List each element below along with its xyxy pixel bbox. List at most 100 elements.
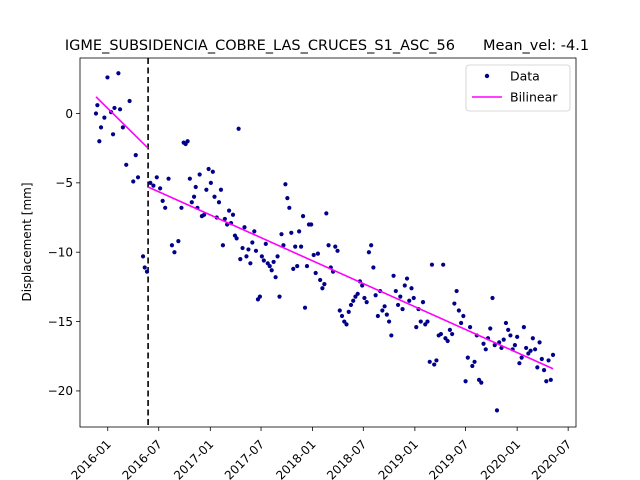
data-point xyxy=(244,254,249,259)
x-tick-label: 2018-07 xyxy=(324,437,369,480)
legend: Data Bilinear xyxy=(465,64,571,112)
data-point xyxy=(454,288,459,294)
x-tick-label: 2017-07 xyxy=(222,437,267,480)
data-point xyxy=(539,356,544,362)
data-point xyxy=(409,286,414,291)
data-point xyxy=(309,222,314,227)
legend-data-marker xyxy=(484,73,490,79)
data-point xyxy=(142,265,147,270)
data-point xyxy=(528,348,533,353)
data-point xyxy=(124,162,129,167)
data-point xyxy=(283,182,288,187)
data-point xyxy=(259,254,264,259)
data-point xyxy=(127,98,132,104)
data-point xyxy=(117,107,123,112)
x-tick-label: 2019-07 xyxy=(426,437,471,480)
data-point xyxy=(519,355,524,360)
data-point xyxy=(242,225,247,230)
data-point xyxy=(546,358,551,363)
data-point xyxy=(452,301,457,306)
data-point xyxy=(160,198,165,203)
data-point xyxy=(206,166,211,172)
data-point xyxy=(176,239,181,244)
data-point xyxy=(548,377,553,382)
data-point xyxy=(429,262,435,267)
y-tick-label: −10 xyxy=(48,246,73,260)
data-point xyxy=(402,283,407,288)
x-axis: 2016-01 2016-07 2017-01 2017-07 2018-01 2018-… xyxy=(69,427,574,480)
chart-subtitle: Mean_vel: -4.1 xyxy=(483,38,589,54)
data-point xyxy=(291,266,296,271)
data-point xyxy=(427,359,432,364)
legend-bilinear-label: Bilinear xyxy=(510,90,558,105)
data-point xyxy=(253,248,259,253)
data-point xyxy=(250,240,255,245)
data-point xyxy=(158,186,163,191)
data-point xyxy=(550,352,556,357)
data-point xyxy=(204,187,209,192)
data-point xyxy=(541,368,547,373)
data-point xyxy=(411,295,416,301)
data-point xyxy=(537,340,542,345)
data-point xyxy=(481,341,486,346)
data-point xyxy=(236,126,241,131)
data-point xyxy=(470,363,475,369)
data-point xyxy=(420,300,426,305)
data-point xyxy=(311,252,316,258)
data-point xyxy=(102,115,107,120)
data-point xyxy=(355,291,360,296)
data-point xyxy=(297,229,302,234)
data-point xyxy=(238,257,243,262)
data-point xyxy=(193,184,198,190)
data-point xyxy=(208,180,213,185)
data-point xyxy=(277,294,282,299)
legend-box xyxy=(465,64,571,112)
data-point xyxy=(185,139,190,144)
data-point xyxy=(432,362,437,367)
data-point xyxy=(95,103,100,108)
data-point xyxy=(472,359,477,364)
data-point xyxy=(479,380,484,385)
data-point xyxy=(179,205,184,210)
data-point xyxy=(140,254,146,259)
data-point xyxy=(252,229,257,234)
data-point xyxy=(263,241,268,246)
data-point xyxy=(494,408,500,413)
data-point xyxy=(337,308,342,313)
data-point xyxy=(318,277,323,283)
data-point xyxy=(434,358,439,363)
data-point xyxy=(169,243,175,248)
data-point xyxy=(530,336,535,341)
data-point xyxy=(112,105,117,111)
data-point xyxy=(246,247,251,252)
y-axis-title: Displacement [mm] xyxy=(20,182,34,301)
y-tick-label: 0 xyxy=(65,107,73,121)
data-point xyxy=(97,139,102,144)
data-point xyxy=(279,232,284,237)
data-point xyxy=(275,254,280,259)
y-tick-label: −15 xyxy=(48,315,73,329)
data-point xyxy=(445,338,450,344)
data-point xyxy=(293,244,298,249)
data-point xyxy=(131,179,136,184)
data-point xyxy=(501,337,506,342)
data-point xyxy=(418,319,423,324)
x-tick-label: 2020-01 xyxy=(478,437,523,480)
data-point xyxy=(120,125,125,130)
x-tick-label: 2018-01 xyxy=(273,437,318,480)
data-point xyxy=(302,305,308,310)
data-point xyxy=(373,293,378,298)
data-point xyxy=(425,319,430,324)
data-point xyxy=(240,245,245,251)
data-point xyxy=(335,248,340,253)
plot-area xyxy=(93,58,556,427)
data-point xyxy=(324,211,329,216)
data-point xyxy=(105,75,110,80)
data-point xyxy=(234,236,239,241)
data-point xyxy=(450,331,455,337)
data-point xyxy=(369,243,374,248)
data-point xyxy=(382,304,387,309)
data-point xyxy=(202,212,207,217)
data-point xyxy=(517,361,522,366)
data-point xyxy=(524,345,529,351)
